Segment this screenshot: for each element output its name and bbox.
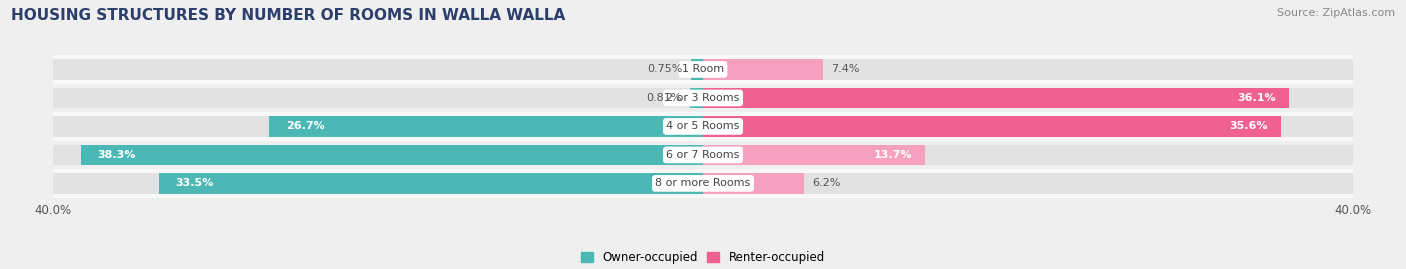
Text: 6.2%: 6.2%: [811, 178, 841, 188]
Text: 26.7%: 26.7%: [285, 121, 325, 132]
Text: 0.75%: 0.75%: [647, 65, 683, 75]
Text: 13.7%: 13.7%: [875, 150, 912, 160]
Bar: [53, 88, 703, 108]
Bar: [703, 59, 823, 80]
Bar: [703, 116, 1353, 137]
Bar: [53, 112, 1353, 141]
Text: 6 or 7 Rooms: 6 or 7 Rooms: [666, 150, 740, 160]
Text: 1 Room: 1 Room: [682, 65, 724, 75]
Bar: [53, 173, 703, 194]
Text: 38.3%: 38.3%: [97, 150, 135, 160]
Bar: [703, 173, 1353, 194]
Bar: [53, 141, 1353, 169]
Text: 4 or 5 Rooms: 4 or 5 Rooms: [666, 121, 740, 132]
Legend: Owner-occupied, Renter-occupied: Owner-occupied, Renter-occupied: [576, 246, 830, 269]
Text: 35.6%: 35.6%: [1230, 121, 1268, 132]
Bar: [703, 173, 804, 194]
Text: 33.5%: 33.5%: [176, 178, 214, 188]
Bar: [703, 145, 925, 165]
Bar: [703, 145, 1353, 165]
Text: HOUSING STRUCTURES BY NUMBER OF ROOMS IN WALLA WALLA: HOUSING STRUCTURES BY NUMBER OF ROOMS IN…: [11, 8, 565, 23]
Bar: [53, 55, 1353, 84]
Text: 36.1%: 36.1%: [1237, 93, 1277, 103]
Bar: [53, 59, 703, 80]
Text: 7.4%: 7.4%: [831, 65, 860, 75]
Bar: [82, 145, 703, 165]
Bar: [53, 84, 1353, 112]
Text: 8 or more Rooms: 8 or more Rooms: [655, 178, 751, 188]
Bar: [690, 88, 703, 108]
Bar: [703, 88, 1289, 108]
Text: Source: ZipAtlas.com: Source: ZipAtlas.com: [1277, 8, 1395, 18]
Text: 2 or 3 Rooms: 2 or 3 Rooms: [666, 93, 740, 103]
Text: 0.81%: 0.81%: [647, 93, 682, 103]
Bar: [703, 88, 1353, 108]
Bar: [690, 59, 703, 80]
Bar: [703, 116, 1281, 137]
Bar: [270, 116, 703, 137]
Bar: [159, 173, 703, 194]
Bar: [53, 116, 703, 137]
Bar: [53, 145, 703, 165]
Bar: [53, 169, 1353, 198]
Bar: [703, 59, 1353, 80]
